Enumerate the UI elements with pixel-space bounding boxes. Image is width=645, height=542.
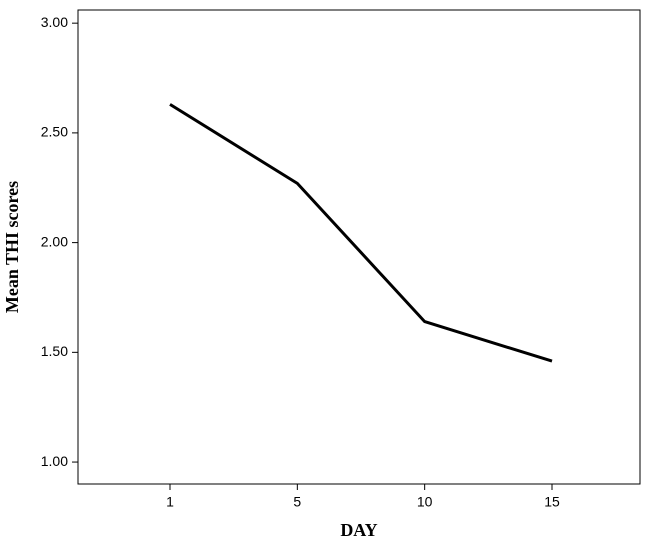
plot-frame — [77, 9, 641, 485]
y-tick-label: 2.00 — [41, 233, 68, 249]
x-tick-label: 15 — [544, 494, 560, 510]
y-tick-label: 1.50 — [41, 343, 68, 359]
y-axis-title: Mean THI scores — [2, 181, 22, 313]
x-tick-label: 1 — [166, 494, 174, 510]
x-tick-label: 5 — [293, 494, 301, 510]
y-tick-label: 1.00 — [41, 453, 68, 469]
y-tick-label: 3.00 — [41, 14, 68, 30]
x-axis-title: DAY — [340, 520, 377, 540]
data-line — [169, 103, 553, 363]
y-tick-label: 2.50 — [41, 124, 68, 140]
x-tick-label: 10 — [417, 494, 433, 510]
